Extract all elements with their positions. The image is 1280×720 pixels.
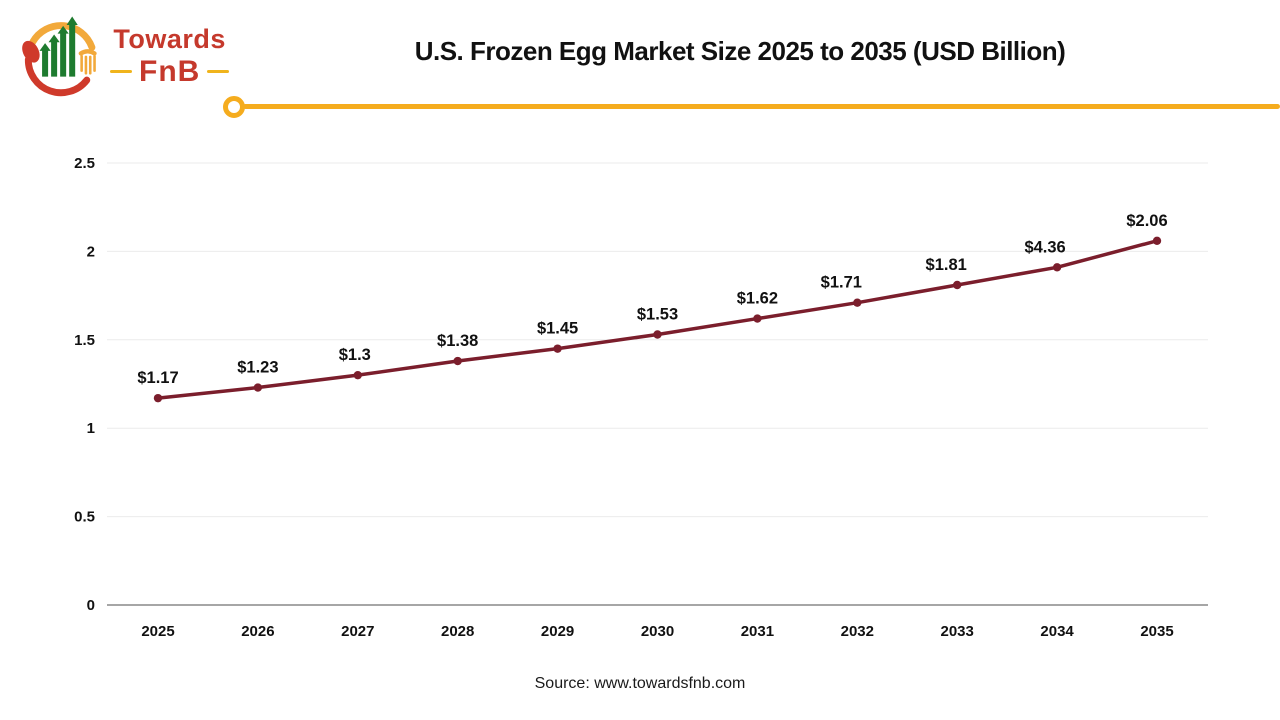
data-point-label: $1.38: [437, 332, 478, 350]
data-point-label: $1.53: [637, 305, 678, 323]
data-point: [253, 383, 263, 392]
data-point: [1152, 236, 1162, 245]
data-point-label: $1.71: [821, 274, 862, 292]
x-tick-label: 2032: [841, 623, 874, 640]
data-point: [1052, 263, 1062, 272]
data-point-label: $1.45: [537, 320, 578, 338]
logo-fork-head: [78, 49, 97, 75]
x-tick-label: 2031: [741, 623, 774, 640]
data-point-label: $1.3: [339, 346, 371, 364]
source-text: Source: www.towardsfnb.com: [534, 675, 746, 692]
data-point: [853, 298, 862, 307]
logo-brand-name: Towards: [113, 23, 226, 54]
y-tick-label: 0: [87, 597, 95, 614]
data-point: [953, 280, 962, 290]
logo-dash-right: [207, 70, 230, 73]
y-tick-label: 2: [87, 243, 95, 260]
y-tick-label: 1: [87, 420, 95, 437]
towardsfnb-logo-text: Towards FnB: [110, 23, 230, 88]
logo-brand-fnb: FnB: [139, 54, 201, 88]
logo-dash-left: [110, 70, 132, 73]
title-divider-dot-icon: [223, 96, 245, 118]
towardsfnb-logo-icon: [22, 16, 97, 97]
x-tick-label: 2029: [541, 623, 574, 640]
x-tick-label: 2033: [941, 623, 974, 640]
data-point: [353, 370, 362, 380]
logo-spoon-bowl: [22, 40, 40, 63]
data-point: [453, 356, 462, 366]
logo-growth-arrows: [39, 16, 78, 77]
market-size-chart: 0 0.5 1 1.5 2 2.5 2025 2026 2027 2028 2029 2030 2031…: [74, 155, 1208, 640]
x-tick-label: 2028: [441, 623, 474, 640]
logo-spoon-arc: [24, 56, 91, 97]
y-tick-label: 1.5: [74, 332, 95, 349]
data-point-label: $1.23: [237, 359, 278, 377]
data-point: [753, 314, 762, 323]
x-tick-label: 2030: [641, 623, 674, 640]
logo-fork-arc: [29, 22, 96, 51]
data-point: [153, 393, 163, 403]
data-point: [553, 344, 562, 353]
y-tick-label: 0.5: [74, 509, 95, 526]
data-point-label: $4.36: [1024, 238, 1065, 256]
data-point-label: $1.17: [137, 369, 178, 387]
chart-title: U.S. Frozen Egg Market Size 2025 to 2035…: [414, 36, 1066, 66]
x-tick-label: 2025: [141, 623, 174, 640]
data-point: [653, 330, 662, 339]
data-point-label: $1.62: [737, 290, 778, 308]
towardsfnb-logo: Towards FnB: [18, 10, 230, 102]
x-tick-label: 2034: [1040, 623, 1074, 640]
y-tick-label: 2.5: [74, 155, 95, 172]
x-tick-label: 2027: [341, 623, 374, 640]
data-point-label: $1.81: [926, 256, 967, 274]
title-divider-line: [243, 104, 1280, 109]
data-point-label: $2.06: [1126, 212, 1167, 230]
x-tick-label: 2026: [241, 623, 274, 640]
x-tick-label: 2035: [1140, 623, 1173, 640]
